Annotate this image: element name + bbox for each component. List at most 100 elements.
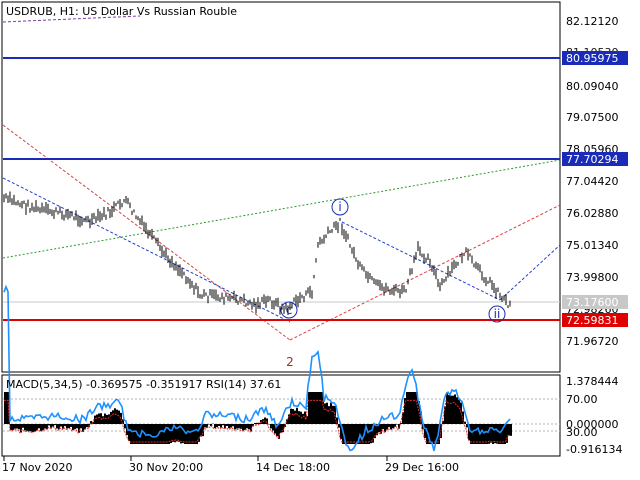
price-tick: 77.04420 bbox=[566, 175, 619, 188]
macd-bar bbox=[56, 424, 58, 429]
macd-bar bbox=[152, 424, 154, 444]
macd-bar bbox=[188, 424, 190, 444]
macd-bar bbox=[490, 424, 492, 443]
macd-bar bbox=[500, 424, 502, 444]
blue-channel-line-c bbox=[499, 244, 561, 301]
indicator-tick: 0.000000 bbox=[566, 418, 619, 431]
price-tag-bg bbox=[562, 313, 628, 327]
macd-bar bbox=[426, 424, 428, 444]
blue-channel-line-a bbox=[2, 177, 291, 323]
macd-bar bbox=[316, 392, 318, 424]
macd-bar bbox=[298, 411, 300, 424]
macd-bar bbox=[404, 398, 406, 424]
macd-bar bbox=[356, 424, 358, 444]
macd-bar bbox=[468, 424, 470, 441]
macd-bar bbox=[282, 424, 284, 433]
macd-bar bbox=[238, 424, 240, 429]
indicator-axis[interactable]: 1.378444 70.00 0.000000 30.00 -0.916134 bbox=[566, 375, 622, 456]
macd-bar bbox=[22, 424, 24, 428]
macd-bar bbox=[344, 424, 346, 444]
macd-bar bbox=[242, 424, 244, 431]
macd-bar bbox=[148, 424, 150, 444]
macd-bar bbox=[104, 413, 106, 424]
time-label: 17 Nov 2020 bbox=[2, 461, 72, 474]
macd-bar bbox=[58, 424, 60, 430]
macd-bar bbox=[20, 424, 22, 433]
macd-bar bbox=[416, 392, 418, 424]
macd-bar bbox=[240, 424, 242, 429]
macd-bar bbox=[132, 424, 134, 444]
macd-bar bbox=[350, 424, 352, 444]
macd-bar bbox=[48, 424, 50, 426]
red-channel-line-lower bbox=[289, 204, 561, 341]
macd-bar bbox=[368, 424, 370, 444]
macd-bar bbox=[324, 403, 326, 424]
macd-bar bbox=[110, 411, 112, 424]
indicator-panel[interactable] bbox=[1, 374, 561, 457]
price-tag-77-70: 77.70294 bbox=[566, 153, 619, 166]
macd-bar bbox=[90, 421, 92, 424]
macd-bar bbox=[38, 424, 40, 429]
macd-bar bbox=[64, 424, 66, 427]
macd-bar bbox=[180, 424, 182, 444]
wave-ii-label: ii bbox=[494, 307, 501, 321]
time-axis[interactable]: 17 Nov 2020 30 Nov 20:00 14 Dec 18:00 29… bbox=[2, 456, 459, 474]
macd-bar bbox=[50, 424, 52, 428]
macd-bar bbox=[408, 392, 410, 424]
macd-bar bbox=[130, 424, 132, 444]
macd-bar bbox=[312, 392, 314, 424]
macd-bar bbox=[286, 419, 288, 424]
macd-bar bbox=[156, 424, 158, 444]
time-label: 29 Dec 16:00 bbox=[385, 461, 459, 474]
macd-bar bbox=[414, 392, 416, 424]
macd-bar bbox=[46, 424, 48, 430]
macd-bar bbox=[320, 392, 322, 424]
price-tick: 71.96720 bbox=[566, 335, 619, 348]
macd-bar bbox=[210, 424, 212, 427]
macd-bar bbox=[366, 424, 368, 444]
macd-bar bbox=[98, 413, 100, 424]
macd-bar bbox=[80, 424, 82, 429]
macd-bar bbox=[370, 424, 372, 444]
macd-bar bbox=[224, 424, 226, 429]
price-tag-bg bbox=[562, 295, 628, 309]
macd-bar bbox=[214, 424, 216, 428]
macd-bar bbox=[232, 424, 234, 427]
macd-bar bbox=[118, 410, 120, 424]
macd-histogram bbox=[4, 392, 512, 444]
wave-c-circle bbox=[280, 301, 298, 319]
macd-bar bbox=[388, 424, 390, 428]
macd-bar bbox=[114, 408, 116, 424]
macd-bar bbox=[504, 424, 506, 444]
macd-bar bbox=[478, 424, 480, 444]
macd-bar bbox=[476, 424, 478, 444]
macd-bar bbox=[474, 424, 476, 444]
macd-bar bbox=[124, 424, 126, 429]
indicator-header: MACD(5,34,5) -0.369575 -0.351917 RSI(14)… bbox=[6, 378, 281, 391]
macd-bar bbox=[122, 419, 124, 424]
macd-bar bbox=[302, 413, 304, 424]
macd-bar bbox=[70, 424, 72, 427]
macd-bar bbox=[506, 424, 508, 443]
macd-bar bbox=[34, 424, 36, 432]
macd-bar bbox=[44, 424, 46, 429]
macd-bar bbox=[442, 420, 444, 424]
macd-bar bbox=[154, 424, 156, 444]
macd-bar bbox=[432, 424, 434, 444]
indicator-tick: 30.00 bbox=[566, 426, 598, 439]
macd-bar bbox=[26, 424, 28, 431]
macd-bar bbox=[138, 424, 140, 444]
macd-bar bbox=[484, 424, 486, 444]
macd-bar bbox=[272, 424, 274, 431]
macd-bar bbox=[200, 424, 202, 437]
price-candles bbox=[3, 191, 511, 316]
macd-bar bbox=[62, 424, 64, 429]
macd-bar bbox=[106, 414, 108, 424]
macd-bar bbox=[508, 424, 510, 436]
macd-bar bbox=[410, 392, 412, 424]
macd-bar bbox=[150, 424, 152, 444]
macd-bar bbox=[352, 424, 354, 444]
macd-bar bbox=[470, 424, 472, 444]
macd-bar bbox=[460, 402, 462, 424]
